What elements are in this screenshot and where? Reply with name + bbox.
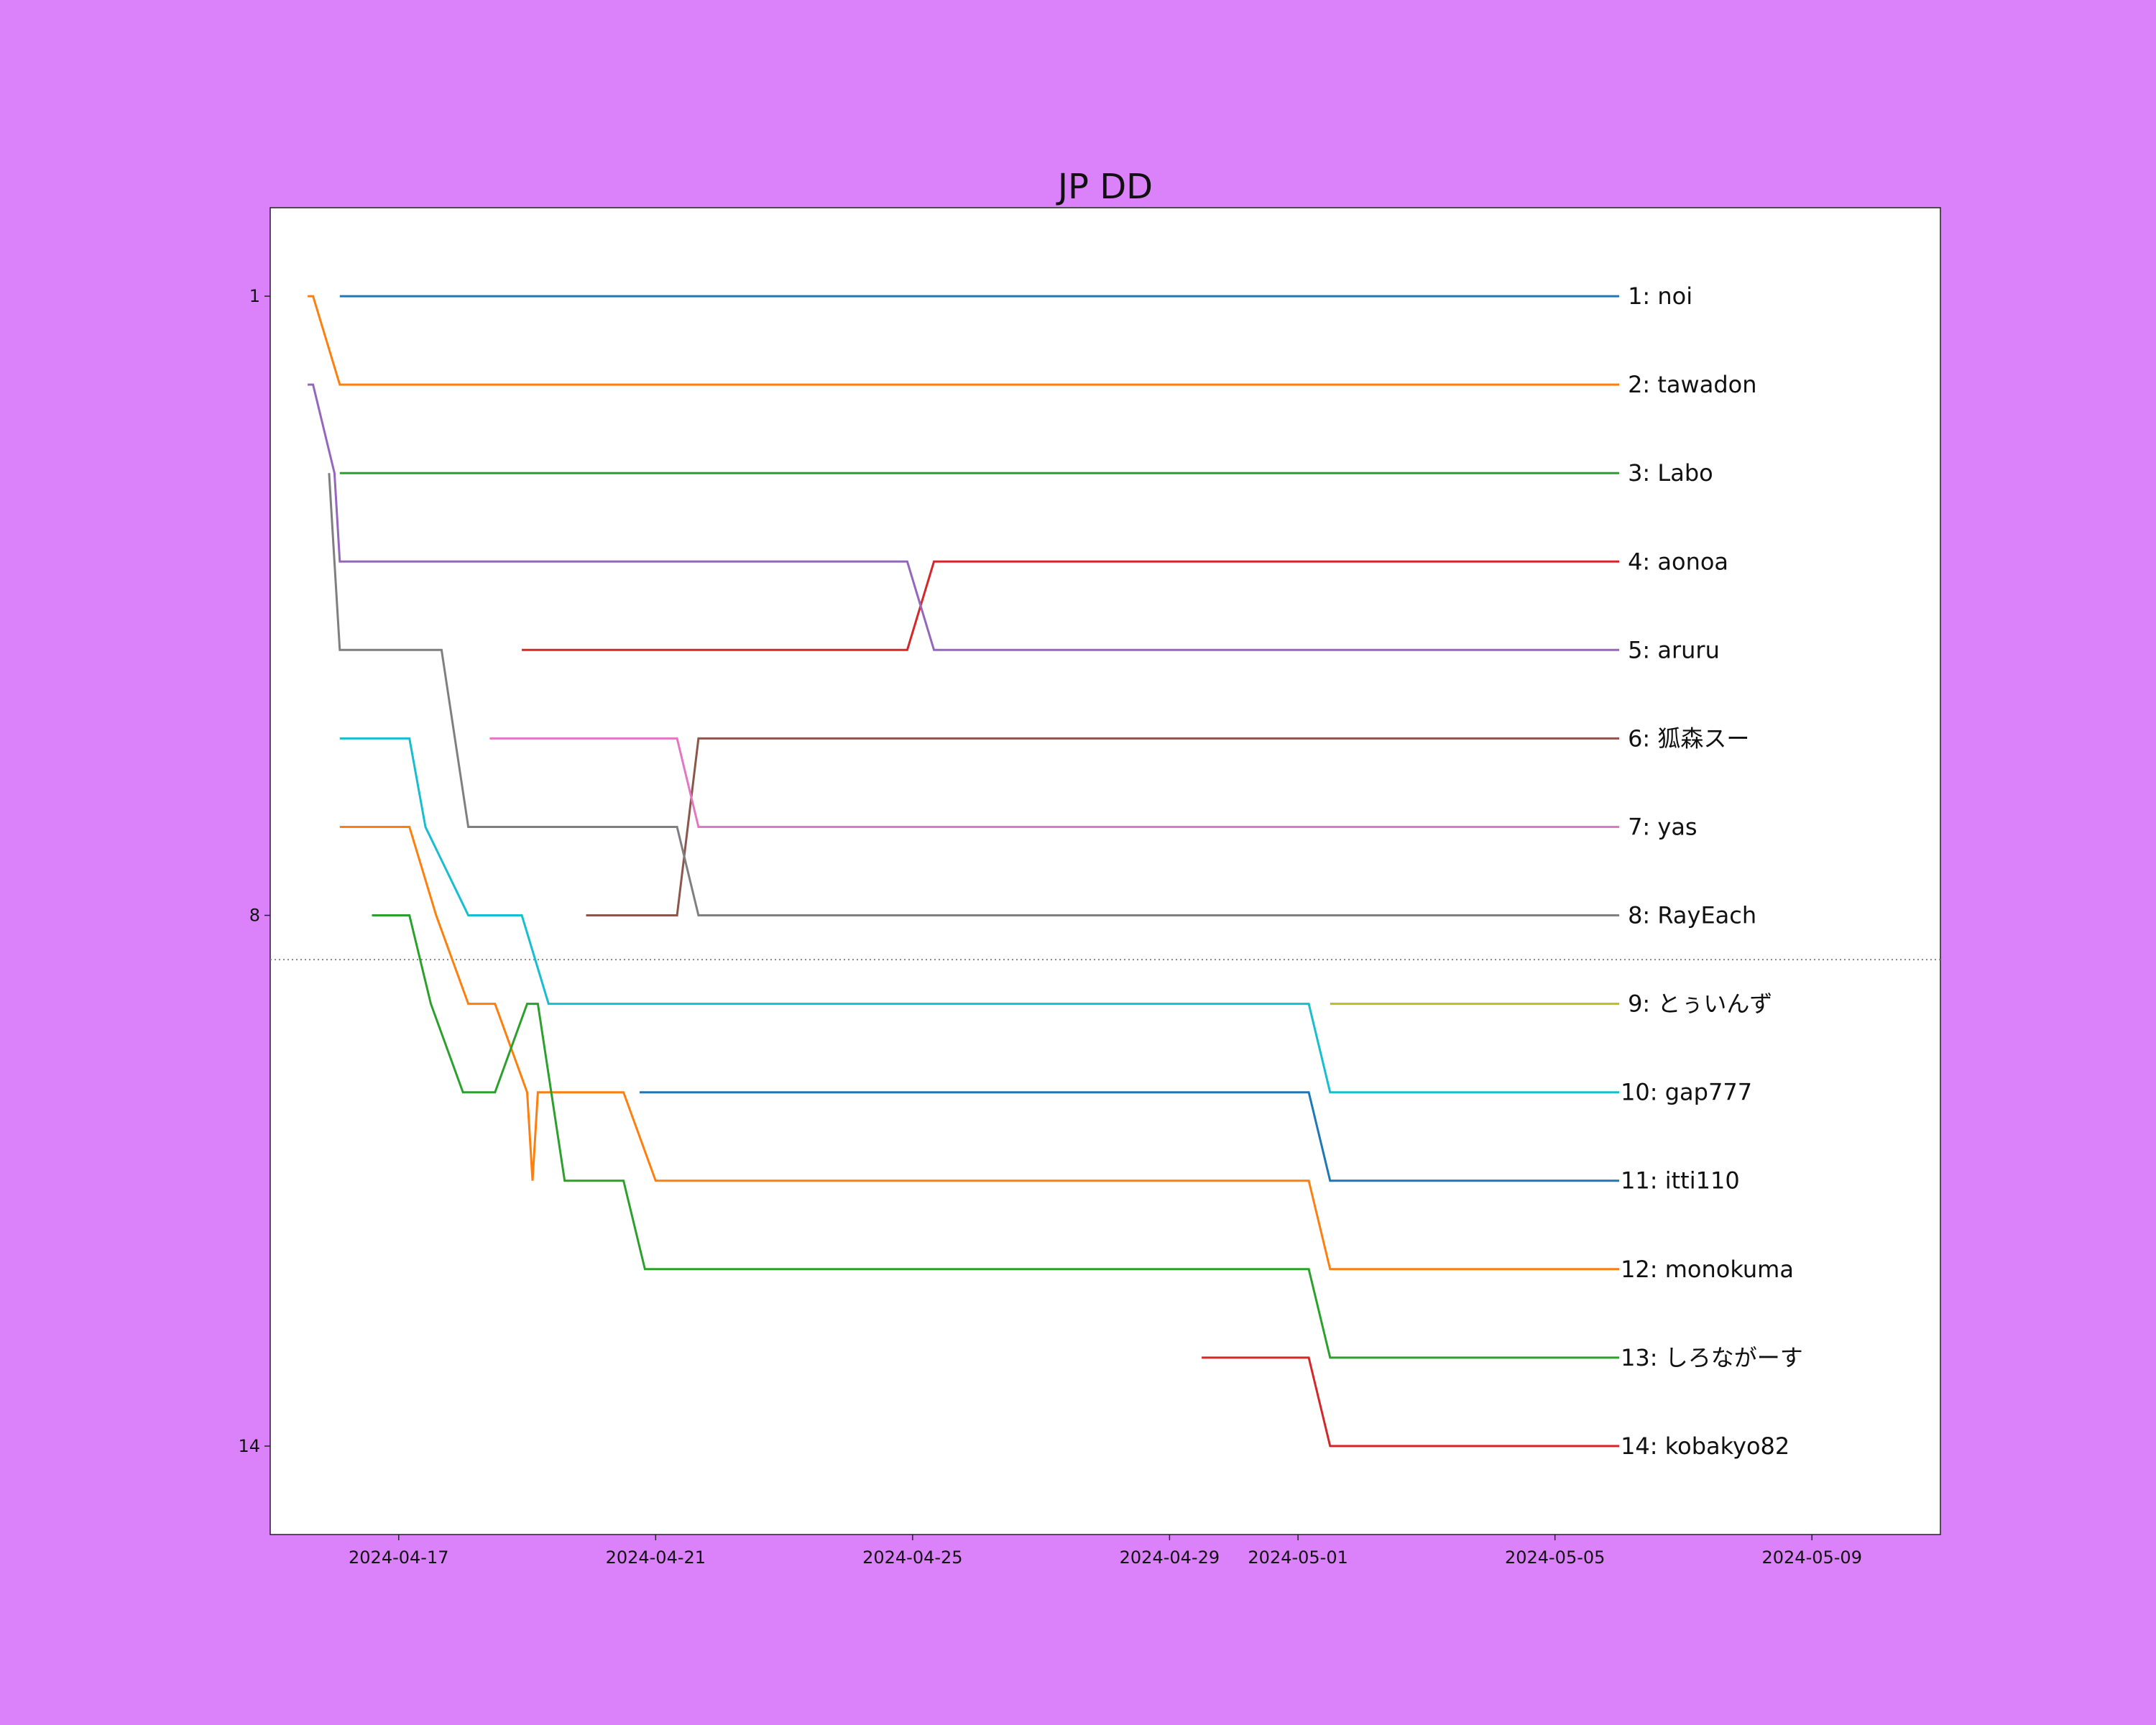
series-line-12 [339, 826, 1620, 1271]
x-tick-label-4: 2024-04-29 [1120, 1547, 1220, 1568]
series-label-4: 4: aonoa [1628, 548, 1728, 575]
series-line-14 [1202, 1356, 1620, 1448]
series-line-7 [489, 737, 1620, 828]
series-label-8: 8: RayEach [1628, 902, 1756, 929]
series-line-13 [372, 914, 1620, 1359]
y-tick-label-3: 14 [238, 1436, 260, 1456]
series-label-13: 13: しろながーす [1621, 1344, 1803, 1371]
x-tick-label-3: 2024-04-25 [862, 1547, 962, 1568]
series-label-group: 1: noi 2: tawadon 3: Labo 4: aonoa 5: aruru 6… [1621, 282, 1803, 1460]
series-line-10 [339, 737, 1620, 1094]
series-label-11: 11: itti110 [1621, 1167, 1740, 1195]
x-axis: 2024-04-17 2024-04-21 2024-04-25 2024-04-29… [349, 1535, 1862, 1568]
x-tick-label-1: 2024-04-17 [349, 1547, 448, 1568]
series-label-14: 14: kobakyo82 [1621, 1432, 1789, 1460]
x-tick-label-2: 2024-04-21 [606, 1547, 706, 1568]
series-label-9: 9: とぅいんず [1628, 990, 1772, 1018]
series-label-7: 7: yas [1628, 813, 1697, 840]
series-label-6: 6: 狐森スー [1628, 724, 1749, 752]
series-line-11 [640, 1091, 1620, 1182]
plot-area [270, 207, 1941, 1535]
y-tick-label-1: 1 [249, 286, 260, 306]
series-group [308, 295, 1620, 1448]
series-label-3: 3: Labo [1628, 459, 1713, 487]
x-tick-label-5: 2024-05-01 [1248, 1547, 1348, 1568]
series-label-1: 1: noi [1628, 282, 1692, 310]
y-tick-label-2: 8 [249, 906, 260, 926]
series-line-2 [308, 295, 1620, 386]
series-line-6 [586, 737, 1620, 916]
x-tick-label-7: 2024-05-09 [1761, 1547, 1861, 1568]
x-tick-label-6: 2024-05-05 [1505, 1547, 1605, 1568]
chart-title: JP DD [1056, 167, 1153, 207]
series-label-10: 10: gap777 [1621, 1079, 1752, 1106]
series-line-5 [308, 383, 1620, 651]
series-line-8 [328, 473, 1620, 916]
series-label-2: 2: tawadon [1628, 371, 1756, 398]
series-label-5: 5: aruru [1628, 636, 1720, 663]
series-label-12: 12: monokuma [1621, 1256, 1794, 1283]
